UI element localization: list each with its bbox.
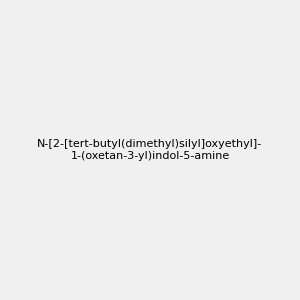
- Text: N-[2-[tert-butyl(dimethyl)silyl]oxyethyl]-
1-(oxetan-3-yl)indol-5-amine: N-[2-[tert-butyl(dimethyl)silyl]oxyethyl…: [38, 139, 262, 161]
